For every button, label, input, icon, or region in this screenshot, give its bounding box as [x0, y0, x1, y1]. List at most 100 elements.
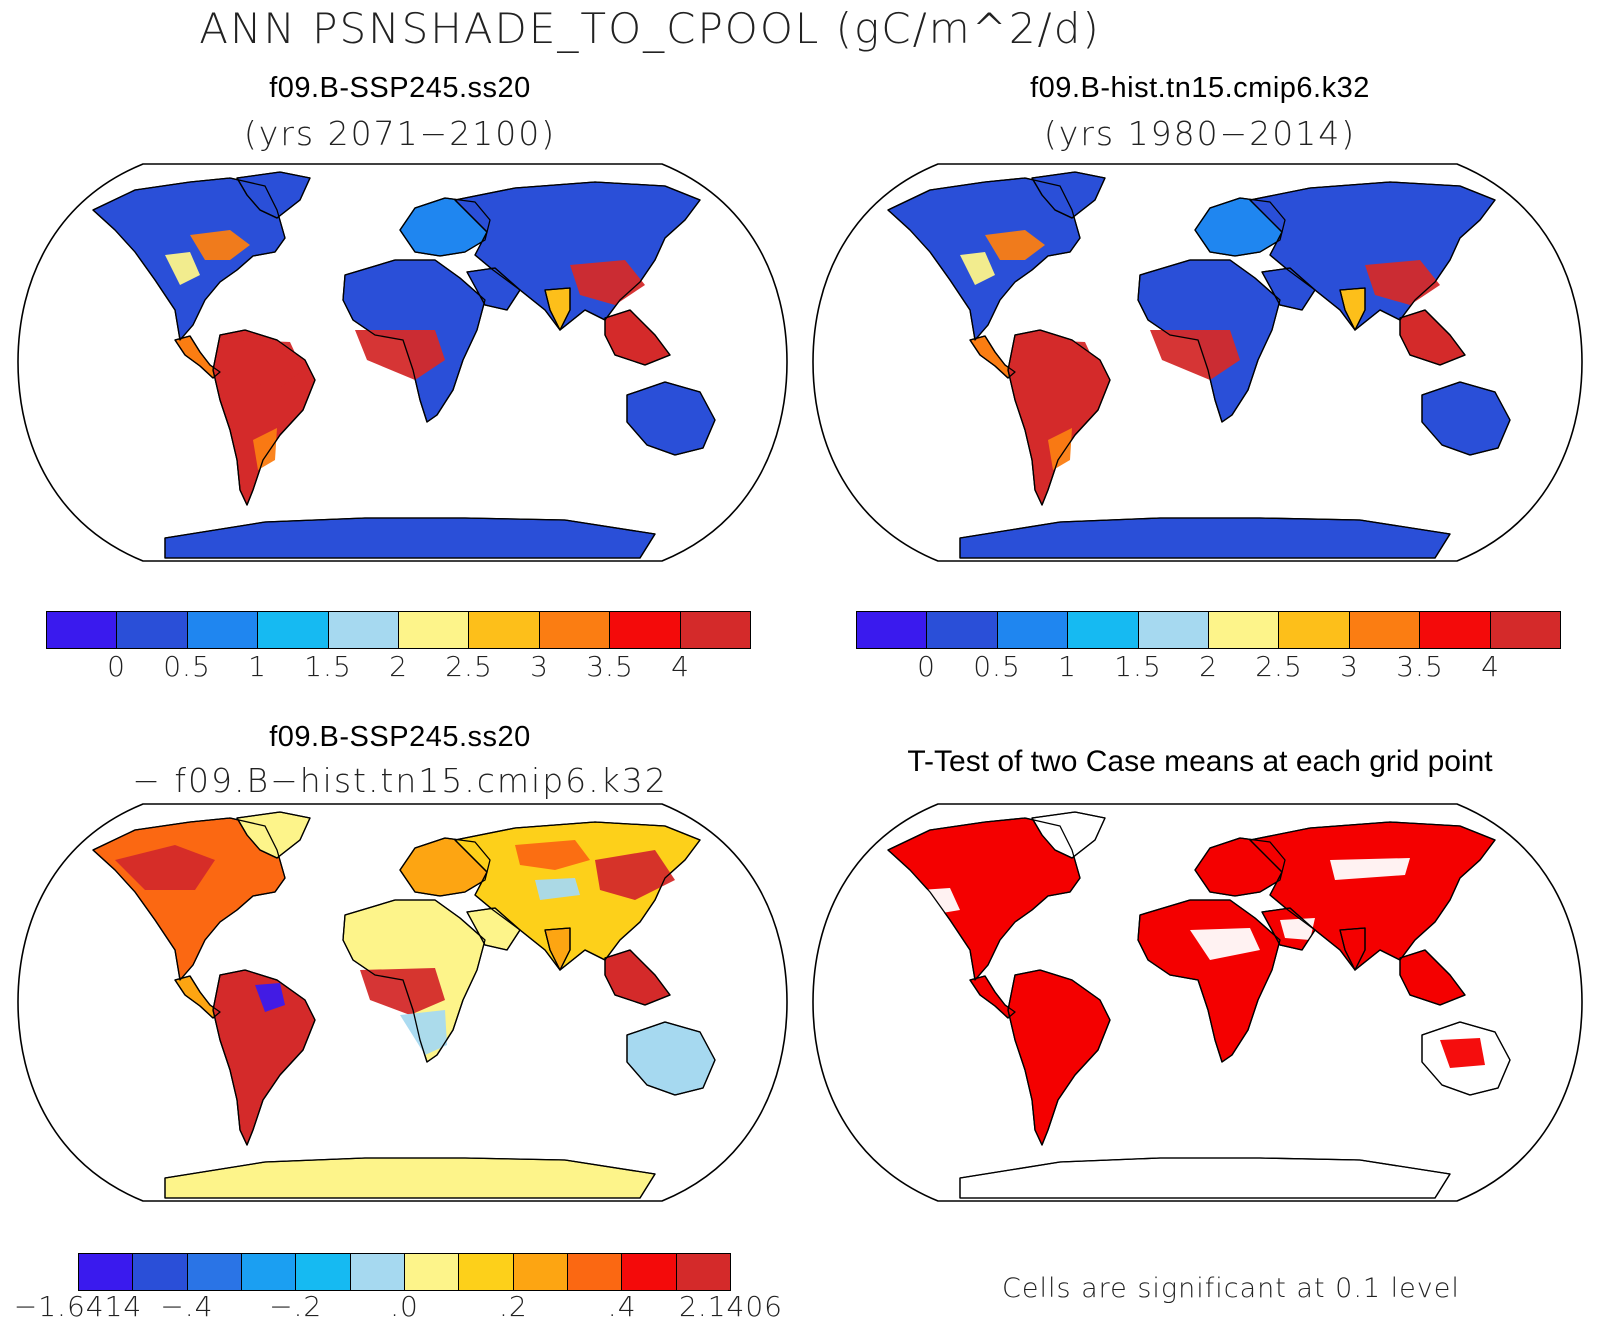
colorbar-tick-label: .4 — [607, 1290, 637, 1323]
coastline — [454, 181, 701, 331]
colorbar-tick-label: 0 — [107, 650, 126, 683]
map-bottom-left — [17, 803, 788, 1202]
colorbar-swatch — [539, 612, 611, 648]
panel-bl-minus: − f09.B−hist.tn15.cmip6.k32 — [132, 761, 668, 800]
colorbar-tick-label: 2 — [389, 650, 408, 683]
coastline — [1249, 821, 1496, 971]
coastline — [1007, 969, 1111, 1146]
coastline — [174, 975, 221, 1019]
map-border — [17, 803, 788, 1202]
coastline — [969, 975, 1016, 1019]
coastline — [1399, 949, 1466, 1006]
coastline — [399, 837, 491, 897]
coastline — [604, 949, 671, 1006]
data-region — [115, 845, 215, 890]
land-antarctica — [164, 1157, 656, 1199]
data-region — [255, 983, 285, 1012]
colorbar-tick-label: .2 — [498, 1290, 528, 1323]
data-region — [190, 230, 250, 260]
data-region — [165, 252, 200, 285]
colorbar-swatch — [622, 1254, 677, 1290]
colorbar-swatch — [47, 612, 118, 648]
colorbar-swatch — [676, 1254, 730, 1290]
colorbar-swatch — [258, 612, 329, 648]
data-region — [1280, 918, 1315, 940]
coastline — [466, 267, 521, 311]
colorbar-swatch — [296, 1254, 351, 1290]
coastline — [1249, 181, 1496, 331]
coastline — [1194, 837, 1286, 897]
colorbar-swatch — [350, 1254, 405, 1290]
data-region — [400, 1010, 447, 1055]
land-australia — [1421, 381, 1511, 456]
coastline — [1137, 259, 1281, 423]
land-asia — [454, 181, 701, 331]
colorbar-tick-label: 0.5 — [163, 650, 211, 683]
colorbar-swatch — [79, 1254, 134, 1290]
colorbar-top-left — [46, 611, 751, 649]
colorbar-swatch — [399, 612, 470, 648]
ttest-title: T-Test of two Case means at each grid po… — [907, 745, 1493, 778]
coastline — [342, 259, 486, 423]
colorbar-tick-label: 2 — [1199, 650, 1218, 683]
colorbar-tick-label: 4 — [1481, 650, 1500, 683]
coastline — [236, 811, 311, 859]
coastline — [164, 517, 656, 559]
coastline — [1137, 899, 1281, 1063]
map-land-group — [92, 171, 716, 559]
coastline — [1339, 287, 1366, 331]
coastline — [544, 927, 571, 971]
colorbar-top-right — [856, 611, 1561, 649]
colorbar-tick-label: 1 — [248, 650, 267, 683]
colorbar-top-right-labels: 0 0.5 1 1.5 2 2.5 3 3.5 4 — [856, 650, 1561, 690]
map-border — [17, 163, 788, 562]
data-region — [515, 840, 590, 870]
data-region — [355, 330, 445, 380]
map-land-group — [887, 811, 1511, 1199]
coastline — [604, 309, 671, 366]
colorbar-tick-label: −1.6414 — [13, 1290, 143, 1323]
significance-note: Cells are significant at 0.1 level — [1002, 1273, 1460, 1304]
data-region — [253, 428, 277, 470]
coastline — [1339, 927, 1366, 971]
data-region — [1038, 340, 1098, 390]
map-top-right — [812, 163, 1583, 562]
data-region — [535, 878, 580, 900]
data-region — [360, 968, 445, 1015]
coastline — [164, 1157, 656, 1199]
colorbar-tick-label: 3 — [530, 650, 549, 683]
coastline — [1194, 197, 1286, 257]
colorbar-swatch — [680, 612, 751, 648]
coastline — [1399, 309, 1466, 366]
coastline — [212, 329, 316, 506]
colorbar-swatch — [1279, 612, 1350, 648]
coastline — [1007, 329, 1111, 506]
colorbar-swatch — [469, 612, 540, 648]
coastline — [92, 817, 286, 981]
colorbar-tick-label: 2.5 — [445, 650, 493, 683]
colorbar-swatch — [997, 612, 1069, 648]
coastline — [174, 335, 221, 379]
coastline — [212, 969, 316, 1146]
colorbar-swatch — [857, 612, 928, 648]
coastline — [454, 821, 701, 971]
colorbar-swatch — [187, 1254, 242, 1290]
data-region — [1330, 858, 1410, 880]
coastline — [959, 517, 1451, 559]
land-antarctica — [164, 517, 656, 559]
data-region — [920, 888, 960, 915]
coastline — [626, 381, 716, 456]
colorbar-tick-label: 0.5 — [973, 650, 1021, 683]
colorbar-swatch — [187, 612, 259, 648]
data-region — [985, 230, 1045, 260]
data-region — [595, 850, 675, 900]
coastline — [92, 177, 286, 341]
colorbar-swatch — [1490, 612, 1561, 648]
coastline — [399, 197, 491, 257]
data-region — [1150, 330, 1240, 380]
colorbar-diff-labels: −1.6414 −.4 −.2 .0 .2 .4 2.1406 — [14, 1290, 782, 1324]
map-border — [812, 803, 1583, 1202]
coastline — [959, 1157, 1451, 1199]
colorbar-swatch — [117, 612, 188, 648]
colorbar-tick-label: 1.5 — [1114, 650, 1162, 683]
